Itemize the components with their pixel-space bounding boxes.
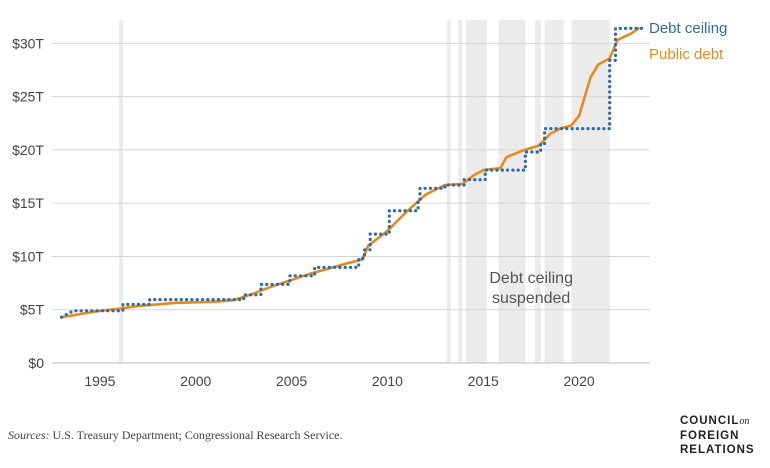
x-tick-label: 2010	[372, 373, 403, 389]
annotation-text: Debt ceiling suspended	[489, 270, 573, 307]
suspension-band	[544, 20, 564, 363]
suspension-band	[535, 20, 541, 363]
suspension-band	[458, 20, 463, 363]
suspension-band	[119, 20, 123, 363]
x-tick-label: 2005	[276, 373, 307, 389]
suspension-band	[571, 20, 610, 363]
legend-item: Debt ceiling	[649, 20, 727, 37]
legend: Debt ceiling Public debt	[649, 20, 727, 63]
annotation-line: Debt ceiling	[489, 270, 573, 287]
annotation: Debt ceiling suspended	[489, 270, 573, 307]
sources-text: U.S. Treasury Department; Congressional …	[49, 428, 343, 442]
suspension-bands	[119, 20, 610, 363]
logo-on: on	[739, 416, 750, 427]
x-axis-labels: 1995 2000 2005 2010 2015 2020	[84, 373, 595, 389]
x-tick-label: 1995	[84, 373, 115, 389]
debt-ceiling-line	[60, 26, 644, 319]
logo-line3: RELATIONS	[680, 444, 755, 456]
series-lines	[60, 26, 644, 319]
y-tick-label: $15T	[12, 195, 44, 211]
logo-line2: FOREIGN	[680, 430, 740, 442]
y-tick-label: $30T	[12, 35, 44, 51]
sources-note: Sources: U.S. Treasury Department; Congr…	[8, 428, 343, 443]
y-tick-label: $20T	[12, 142, 44, 158]
annotation-line: suspended	[492, 290, 570, 307]
x-tick-label: 2000	[180, 373, 211, 389]
x-tick-label: 2020	[564, 373, 595, 389]
gridlines	[52, 42, 650, 364]
y-tick-label: $25T	[12, 89, 44, 105]
suspension-band	[446, 20, 451, 363]
y-tick-label: $0	[28, 355, 44, 371]
logo-line1: COUNCIL	[680, 415, 740, 427]
legend-item: Public debt	[649, 46, 724, 63]
x-tick-label: 2015	[468, 373, 499, 389]
y-tick-label: $5T	[20, 302, 45, 318]
public-debt-line	[60, 27, 640, 319]
cfr-logo: COUNCILon FOREIGN RELATIONS	[680, 414, 766, 457]
y-tick-label: $10T	[12, 248, 44, 264]
y-axis-labels: $0 $5T $10T $15T $20T $25T $30T	[12, 35, 44, 371]
suspension-band	[498, 20, 526, 363]
suspension-band	[466, 20, 488, 363]
sources-prefix: Sources:	[8, 428, 50, 442]
